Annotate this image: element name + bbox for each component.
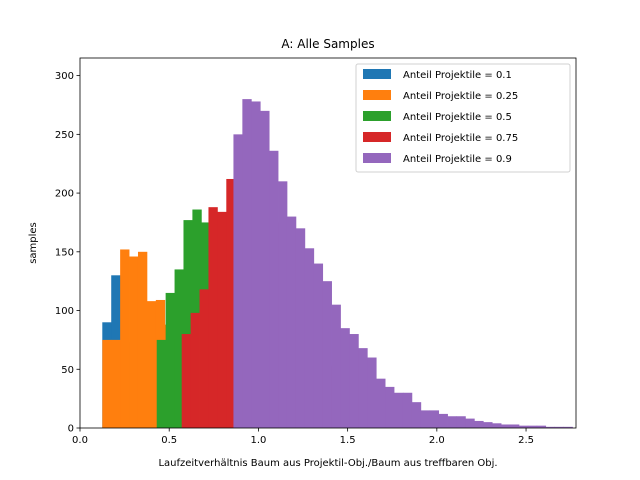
histogram-bar-series-5 [278, 181, 288, 428]
histogram-bar-series-5 [233, 134, 243, 428]
y-tick-label: 50 [61, 365, 74, 376]
histogram-bar-series-5 [251, 101, 261, 429]
x-tick-label: 2.5 [518, 435, 534, 446]
y-tick-label: 300 [55, 71, 74, 82]
histogram-bar-series-5 [456, 416, 466, 428]
histogram-bar-series-5 [269, 150, 279, 429]
legend-label: Anteil Projektile = 0.1 [403, 70, 512, 81]
histogram-bar-series-5 [385, 386, 395, 428]
histogram-bar-series-5 [286, 216, 297, 428]
histogram-bar-series-5 [545, 426, 555, 428]
histogram-bar-series-5 [313, 263, 324, 428]
x-tick-label: 1.5 [340, 435, 356, 446]
histogram-bar-series-5 [447, 416, 457, 428]
histogram-bar-series-4 [199, 289, 209, 428]
legend-frame [355, 63, 571, 173]
legend-label: Anteil Projektile = 0.9 [403, 154, 512, 165]
histogram-bar-series-5 [509, 424, 520, 428]
histogram-bar-series-5 [242, 99, 252, 429]
legend-swatch [363, 153, 391, 163]
y-ticks: 0 50 100 150 200 250 300 [55, 71, 80, 435]
histogram-bar-series-3 [156, 339, 167, 428]
histogram-bar-series-2 [146, 301, 157, 428]
legend-label: Anteil Projektile = 0.5 [403, 112, 512, 123]
histogram-bar-series-5 [322, 281, 332, 428]
histogram-bar-series-5 [536, 425, 547, 428]
histogram-bar-series-5 [402, 392, 413, 428]
x-tick-label: 2.0 [429, 435, 445, 446]
histogram-bar-series-5 [474, 420, 484, 428]
x-axis-label: Laufzeitverhältnis Baum aus Projektil-Ob… [158, 458, 497, 469]
histogram-bar-series-4 [181, 334, 192, 428]
histogram-bar-series-5 [492, 423, 502, 428]
histogram-bar-series-2 [102, 339, 112, 428]
plot-frame [79, 57, 577, 429]
y-tick-label: 250 [55, 130, 74, 141]
legend-swatch [363, 111, 391, 121]
bars-group [102, 99, 573, 429]
histogram-bar-series-5 [527, 425, 538, 428]
histogram-bar-series-5 [358, 348, 368, 428]
legend: Anteil Projektile = 0.1 Anteil Projektile… [355, 63, 571, 173]
x-ticks: 0.0 0.5 1.0 1.5 2.0 2.5 [72, 428, 534, 446]
histogram-bar-series-5 [465, 418, 475, 428]
histogram-bar-series-5 [394, 392, 404, 428]
histogram-bar-series-2 [111, 339, 121, 428]
y-tick-label: 200 [55, 189, 74, 200]
histogram-bar-series-5 [420, 410, 431, 428]
histogram-bar-series-4 [217, 211, 227, 428]
histogram-bar-series-4 [190, 312, 200, 428]
histogram-bar-series-5 [367, 357, 377, 428]
histogram-bar-series-3 [165, 292, 175, 428]
histogram-bar-series-5 [483, 422, 493, 428]
histogram-bar-series-5 [554, 426, 564, 428]
histogram-bar-series-3 [183, 220, 193, 428]
legend-swatch [363, 132, 391, 142]
histogram-bar-series-5 [518, 425, 529, 428]
histogram-bar-series-5 [349, 334, 359, 428]
y-tick-label: 100 [55, 306, 74, 317]
histogram-bar-series-4 [208, 207, 218, 428]
legend-swatch [363, 69, 391, 79]
histogram-bar-series-5 [260, 110, 270, 429]
histogram-bar-series-5 [438, 413, 448, 428]
histogram-bar-series-5 [411, 402, 422, 428]
histogram-bar-series-5 [295, 228, 306, 428]
chart-title: A: Alle Samples [281, 37, 374, 51]
histogram-bar-series-2 [120, 249, 130, 428]
histogram-bar-series-3 [174, 269, 184, 428]
x-tick-label: 1.0 [250, 435, 266, 446]
histogram-bar-series-5 [429, 410, 440, 428]
y-tick-label: 0 [68, 424, 74, 435]
legend-swatch [363, 90, 391, 100]
histogram-bar-series-5 [340, 328, 350, 428]
histogram-bar-series-5 [563, 426, 573, 428]
histogram-bar-series-5 [376, 378, 386, 428]
y-axis-label: samples [28, 222, 39, 264]
histogram-bar-series-2 [129, 256, 139, 428]
histogram-bar-series-5 [501, 424, 511, 428]
histogram-bar-series-4 [226, 178, 236, 428]
histogram-bar-series-2 [137, 251, 148, 428]
x-tick-label: 0.0 [72, 435, 88, 446]
legend-label: Anteil Projektile = 0.75 [403, 133, 518, 144]
histogram-bar-series-5 [304, 248, 315, 428]
y-tick-label: 150 [55, 247, 74, 258]
histogram-bar-series-5 [331, 304, 341, 428]
x-tick-label: 0.5 [161, 435, 177, 446]
legend-label: Anteil Projektile = 0.25 [403, 91, 518, 102]
